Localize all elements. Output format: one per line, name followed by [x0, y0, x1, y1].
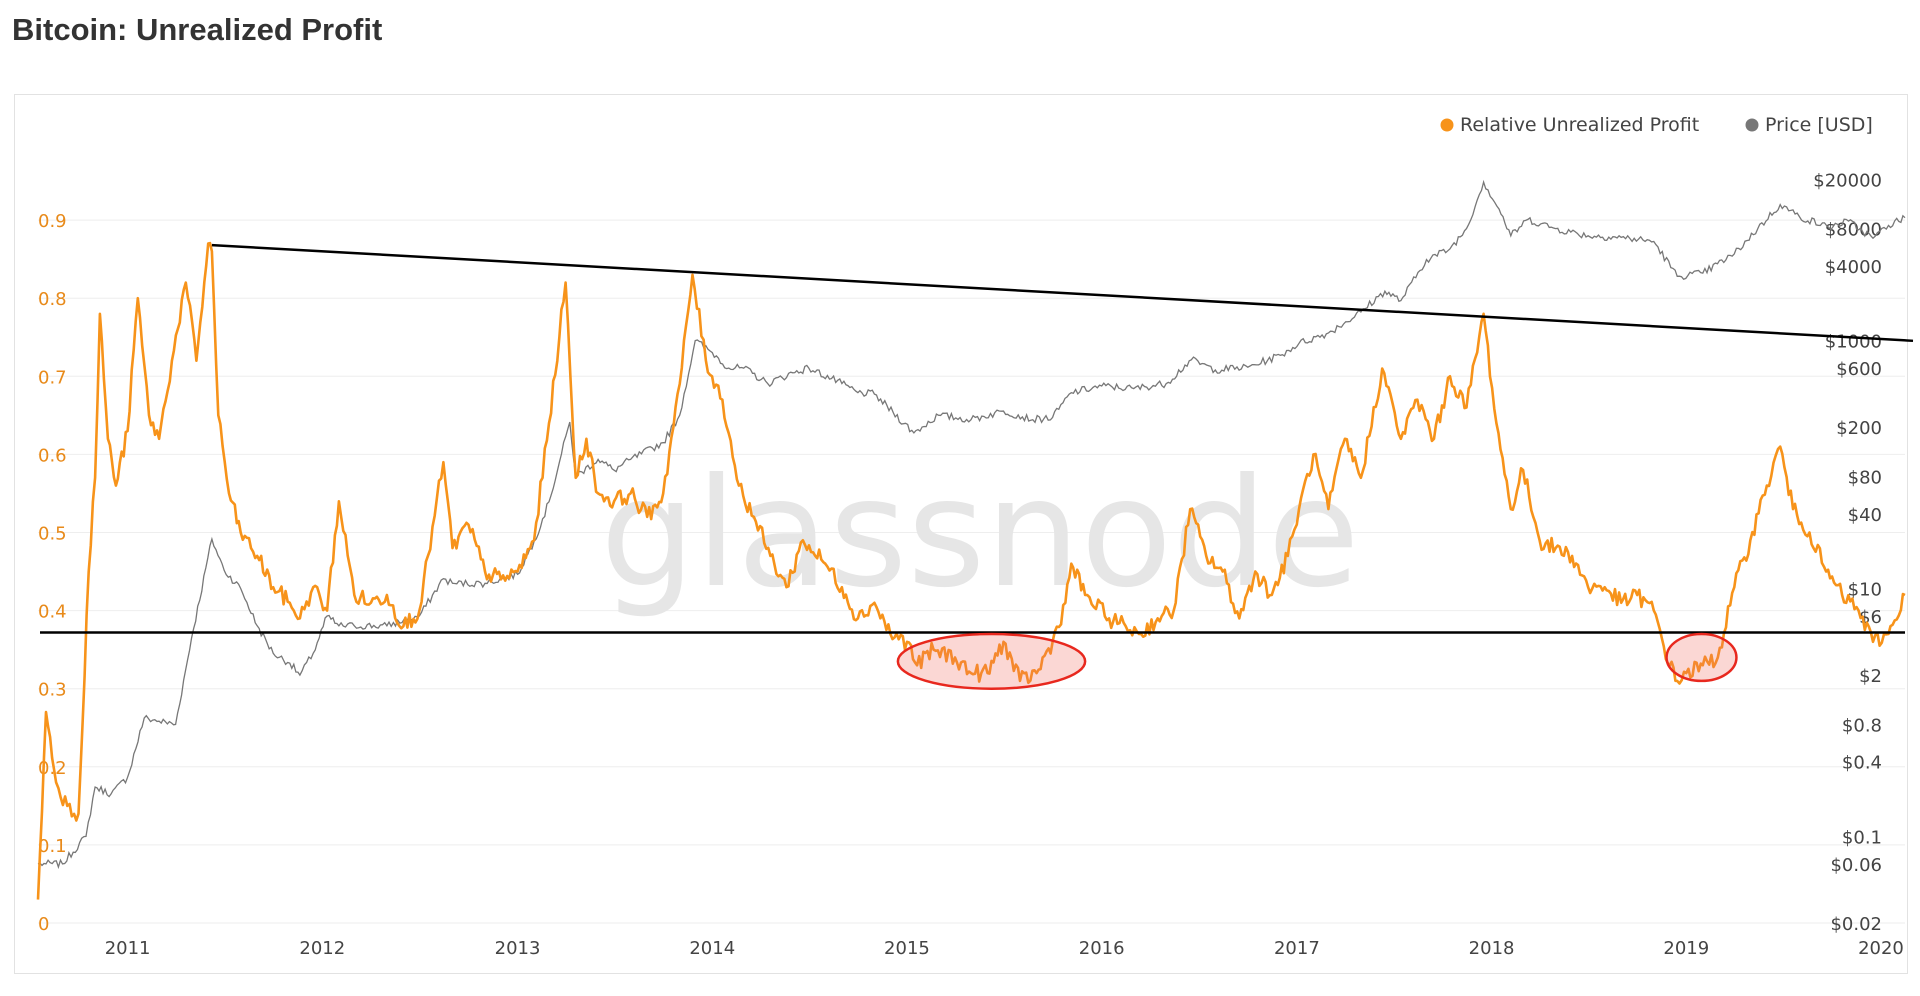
- right-tick-label: $4000: [1825, 257, 1882, 278]
- left-tick-label: 0.6: [38, 445, 67, 466]
- page-title: Bitcoin: Unrealized Profit: [12, 12, 383, 47]
- x-tick-label: 2012: [299, 938, 345, 959]
- legend-marker-icon: [1440, 118, 1454, 132]
- left-tick-label: 0.9: [38, 211, 67, 232]
- resistance-trend-line: [211, 243, 1914, 343]
- price-series: [37, 179, 1906, 870]
- left-tick-label: 0.7: [38, 367, 67, 388]
- x-tick-label: 2020: [1858, 938, 1904, 959]
- highlight-ellipse: [896, 632, 1087, 690]
- right-tick-label: $20000: [1813, 170, 1882, 191]
- right-tick-label: $1000: [1825, 332, 1882, 353]
- right-tick-label: $2: [1859, 666, 1882, 687]
- left-axis-ticks: 0 0.1 0.2 0.3 0.4 0.5 0.6 0.7 0.8 0.9: [38, 211, 67, 935]
- chart-frame: [14, 94, 1908, 974]
- right-tick-label: $40: [1848, 505, 1882, 526]
- price-line: [37, 179, 1906, 870]
- legend: Relative Unrealized Profit Price [USD]: [1440, 114, 1873, 136]
- legend-label: Price [USD]: [1765, 114, 1873, 136]
- right-tick-label: $80: [1848, 468, 1882, 489]
- grid-lines: [38, 219, 1905, 924]
- right-tick-label: $200: [1836, 418, 1882, 439]
- x-tick-label: 2013: [495, 938, 541, 959]
- right-tick-label: $0.02: [1830, 914, 1882, 935]
- left-tick-label: 0: [38, 914, 49, 935]
- left-tick-label: 0.1: [38, 836, 67, 857]
- legend-label: Relative Unrealized Profit: [1460, 114, 1699, 136]
- x-tick-label: 2011: [105, 938, 151, 959]
- left-tick-label: 0.8: [38, 289, 67, 310]
- legend-marker-icon: [1745, 118, 1759, 132]
- x-tick-label: 2016: [1079, 938, 1125, 959]
- right-tick-label: $600: [1836, 359, 1882, 380]
- legend-item[interactable]: Relative Unrealized Profit: [1440, 114, 1700, 136]
- x-tick-label: 2015: [884, 938, 930, 959]
- right-tick-label: $0.8: [1842, 715, 1882, 736]
- right-tick-label: $0.4: [1842, 753, 1882, 774]
- profit-line: [36, 241, 1906, 900]
- annotations: [40, 243, 1914, 690]
- left-tick-label: 0.5: [38, 524, 67, 545]
- left-tick-label: 0.4: [38, 602, 67, 623]
- left-tick-label: 0.2: [38, 758, 67, 779]
- x-tick-label: 2017: [1274, 938, 1320, 959]
- x-tick-label: 2014: [689, 938, 735, 959]
- profit-series: [36, 241, 1906, 900]
- x-tick-label: 2018: [1469, 938, 1515, 959]
- x-axis-ticks: 2011 2012 2013 2014 2015 2016 2017 2018 2019 2020: [105, 938, 1904, 959]
- legend-item[interactable]: Price [USD]: [1745, 114, 1873, 136]
- right-tick-label: $0.1: [1842, 827, 1882, 848]
- x-tick-label: 2019: [1663, 938, 1709, 959]
- right-tick-label: $10: [1848, 579, 1882, 600]
- right-axis-ticks: $0.02$0.06$0.1$0.4$0.8$2$6$10$40$80$200$…: [1813, 170, 1882, 935]
- highlight-ellipse: [1665, 632, 1738, 683]
- watermark: glassnode: [600, 447, 1359, 621]
- left-tick-label: 0.3: [38, 680, 67, 701]
- right-tick-label: $0.06: [1830, 855, 1882, 876]
